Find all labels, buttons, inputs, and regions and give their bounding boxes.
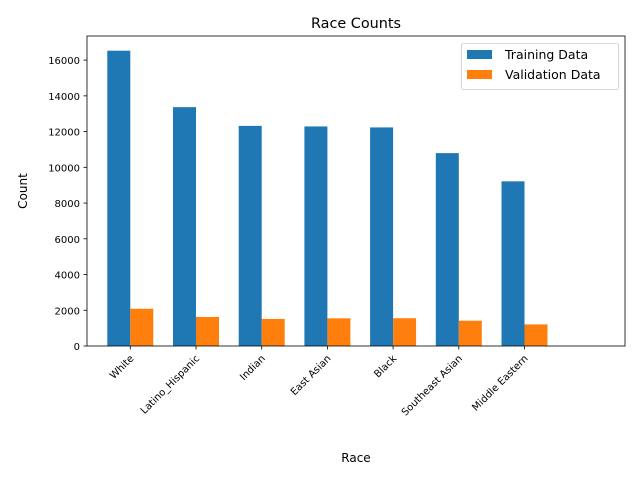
- legend-swatch: [467, 50, 492, 59]
- bar-validation-data: [130, 308, 154, 346]
- bar-training-data: [238, 125, 262, 346]
- legend-swatch: [467, 70, 492, 79]
- x-tick-label: Middle Eastern: [470, 353, 530, 413]
- plot-frame: [86, 35, 626, 347]
- x-tick-label: White: [108, 353, 136, 381]
- bar-validation-data: [393, 318, 417, 346]
- bar-validation-data: [196, 317, 219, 346]
- bar-training-data: [370, 127, 394, 346]
- x-axis-label: Race: [341, 451, 370, 465]
- y-tick-label: 4000: [55, 271, 80, 282]
- bar-training-data: [173, 107, 196, 347]
- bar-training-data: [107, 50, 131, 347]
- x-tick-label: East Asian: [289, 353, 334, 398]
- y-tick-label: 12000: [48, 128, 80, 139]
- bar-training-data: [304, 126, 328, 346]
- bar-training-data: [435, 153, 459, 346]
- legend-label: Training Data: [504, 47, 588, 62]
- x-tick-label: Latino_Hispanic: [139, 353, 202, 416]
- bar-validation-data: [327, 318, 351, 346]
- legend-label: Validation Data: [505, 67, 601, 82]
- x-tick-label: Southeast Asian: [400, 353, 465, 418]
- legend-box: [461, 43, 619, 90]
- x-tick-label: Black: [372, 353, 399, 380]
- y-tick-label: 2000: [55, 306, 80, 317]
- y-tick-label: 8000: [55, 199, 80, 210]
- bar-training-data: [501, 181, 525, 346]
- bar-validation-data: [524, 324, 548, 346]
- legend: Training Data Validation Data: [461, 43, 619, 90]
- y-axis-label: Count: [16, 173, 30, 209]
- y-tick-label: 10000: [48, 163, 80, 174]
- y-tick-label: 6000: [55, 235, 80, 246]
- chart-title: Race Counts: [311, 16, 401, 32]
- y-tick-label: 14000: [48, 92, 80, 103]
- y-tick-label: 16000: [48, 56, 80, 67]
- bar-validation-data: [458, 320, 482, 346]
- x-tick-label: Indian: [238, 353, 268, 383]
- y-tick-label: 0: [74, 342, 80, 353]
- bar-validation-data: [261, 318, 285, 346]
